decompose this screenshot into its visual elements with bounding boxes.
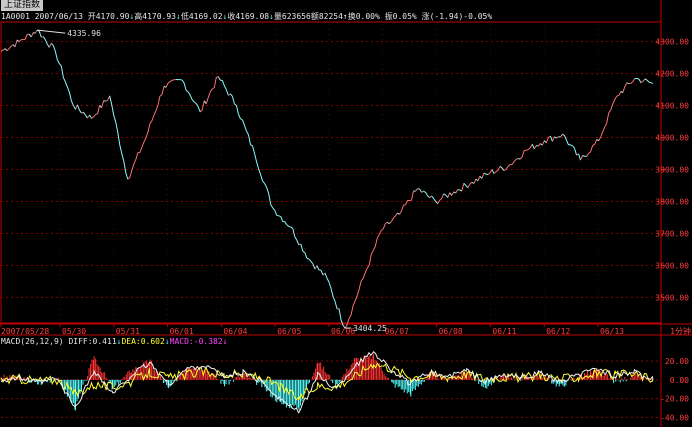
down-arrow-icon: ↓ (116, 337, 122, 346)
price-line (0, 29, 654, 329)
quote-info-bar: 1A0001 2007/06/13 开4170.90↓高4170.93↓低416… (1, 11, 492, 22)
close-value: 4169.08 (235, 12, 270, 21)
time-tick-label: 06/01 (170, 327, 194, 336)
time-tick-label: 05/31 (116, 327, 140, 336)
high-label: 高 (134, 12, 143, 21)
turnover-label: 换 (347, 12, 356, 21)
diff-line (0, 350, 654, 414)
main-plot-frame (0, 21, 662, 324)
price-tick-label: 4100.00 (655, 102, 689, 111)
volume-value: 623656 (281, 12, 311, 21)
time-tick-label: 06/08 (439, 327, 463, 336)
up-arrow-icon: ↑ (342, 12, 348, 21)
macd-tick-label: -40.00 (660, 413, 689, 422)
down-arrow-icon: ↓ (164, 337, 170, 346)
price-tick-label: 3900.00 (655, 166, 689, 175)
high-marker-line (37, 29, 66, 34)
macd-value: -0.382 (193, 337, 223, 346)
macd-info-bar: MACD(26,12,9) DIFF:0.411↓DEA:0.602↓MACD:… (1, 336, 227, 347)
low-label: 低 (180, 12, 189, 21)
down-arrow-icon: ↓ (222, 12, 228, 21)
change-value: (-1.94)-0.05% (429, 12, 493, 21)
time-tick-label: 06/12 (546, 327, 570, 336)
amount-value: 82254 (318, 12, 343, 21)
diff-value: 0.411 (92, 337, 117, 346)
down-arrow-icon: ↓ (222, 337, 228, 346)
close-label: 收 (227, 12, 236, 21)
macd-tick-label: -20.00 (660, 395, 689, 404)
down-arrow-icon: ↓ (269, 12, 274, 21)
time-tick-label: 06/07 (385, 327, 409, 336)
low-value: 4169.02 (188, 12, 223, 21)
low-annotation: 3404.25 (353, 324, 387, 333)
amount-label: 额 (310, 12, 319, 21)
volume-label: 量 (273, 12, 282, 21)
open-label: 开 (87, 12, 96, 21)
price-tick-label: 4300.00 (655, 38, 689, 47)
macd-tick-label: 20.00 (665, 357, 689, 366)
macd-label: MACD: (169, 337, 194, 346)
amplitude-label: 振 (384, 12, 393, 21)
amplitude-value: 0.05% (392, 12, 417, 21)
code-date: 1A0001 2007/06/13 (1, 12, 83, 21)
macd-tick-label: 0.00 (670, 376, 689, 385)
price-tick-label: 3800.00 (655, 197, 689, 206)
price-tick-label: 3700.00 (655, 229, 689, 238)
dea-value: 0.602 (140, 337, 165, 346)
down-arrow-icon: ↓ (175, 12, 181, 21)
turnover-value: 0.00% (355, 12, 380, 21)
dea-label: DEA: (121, 337, 141, 346)
time-tick-label: 05/30 (62, 327, 86, 336)
price-tick-label: 3600.00 (655, 261, 689, 270)
interval-label: 1分钟 (670, 326, 691, 336)
price-tick-label: 4200.00 (655, 70, 689, 79)
time-tick-label: 06/11 (492, 327, 516, 336)
down-arrow-icon: ↓ (129, 12, 135, 21)
price-tick-label: 4000.00 (655, 134, 689, 143)
macd-name: MACD(26,12,9) (1, 337, 64, 346)
change-label: 涨 (421, 12, 430, 21)
time-tick-label: 06/05 (277, 327, 301, 336)
high-annotation: 4335.96 (67, 29, 101, 38)
time-tick-label: 2007/05/28 (1, 327, 49, 336)
chart-title: 上证指数 (1, 0, 44, 11)
high-value: 4170.93 (142, 12, 176, 21)
time-tick-label: 06/06 (331, 327, 355, 336)
price-tick-label: 3500.00 (655, 293, 689, 302)
dea-line (0, 362, 654, 401)
diff-label: DIFF: (68, 337, 93, 346)
open-value: 4170.90 (95, 12, 130, 21)
time-tick-label: 06/04 (223, 327, 247, 336)
time-tick-label: 06/13 (600, 327, 624, 336)
